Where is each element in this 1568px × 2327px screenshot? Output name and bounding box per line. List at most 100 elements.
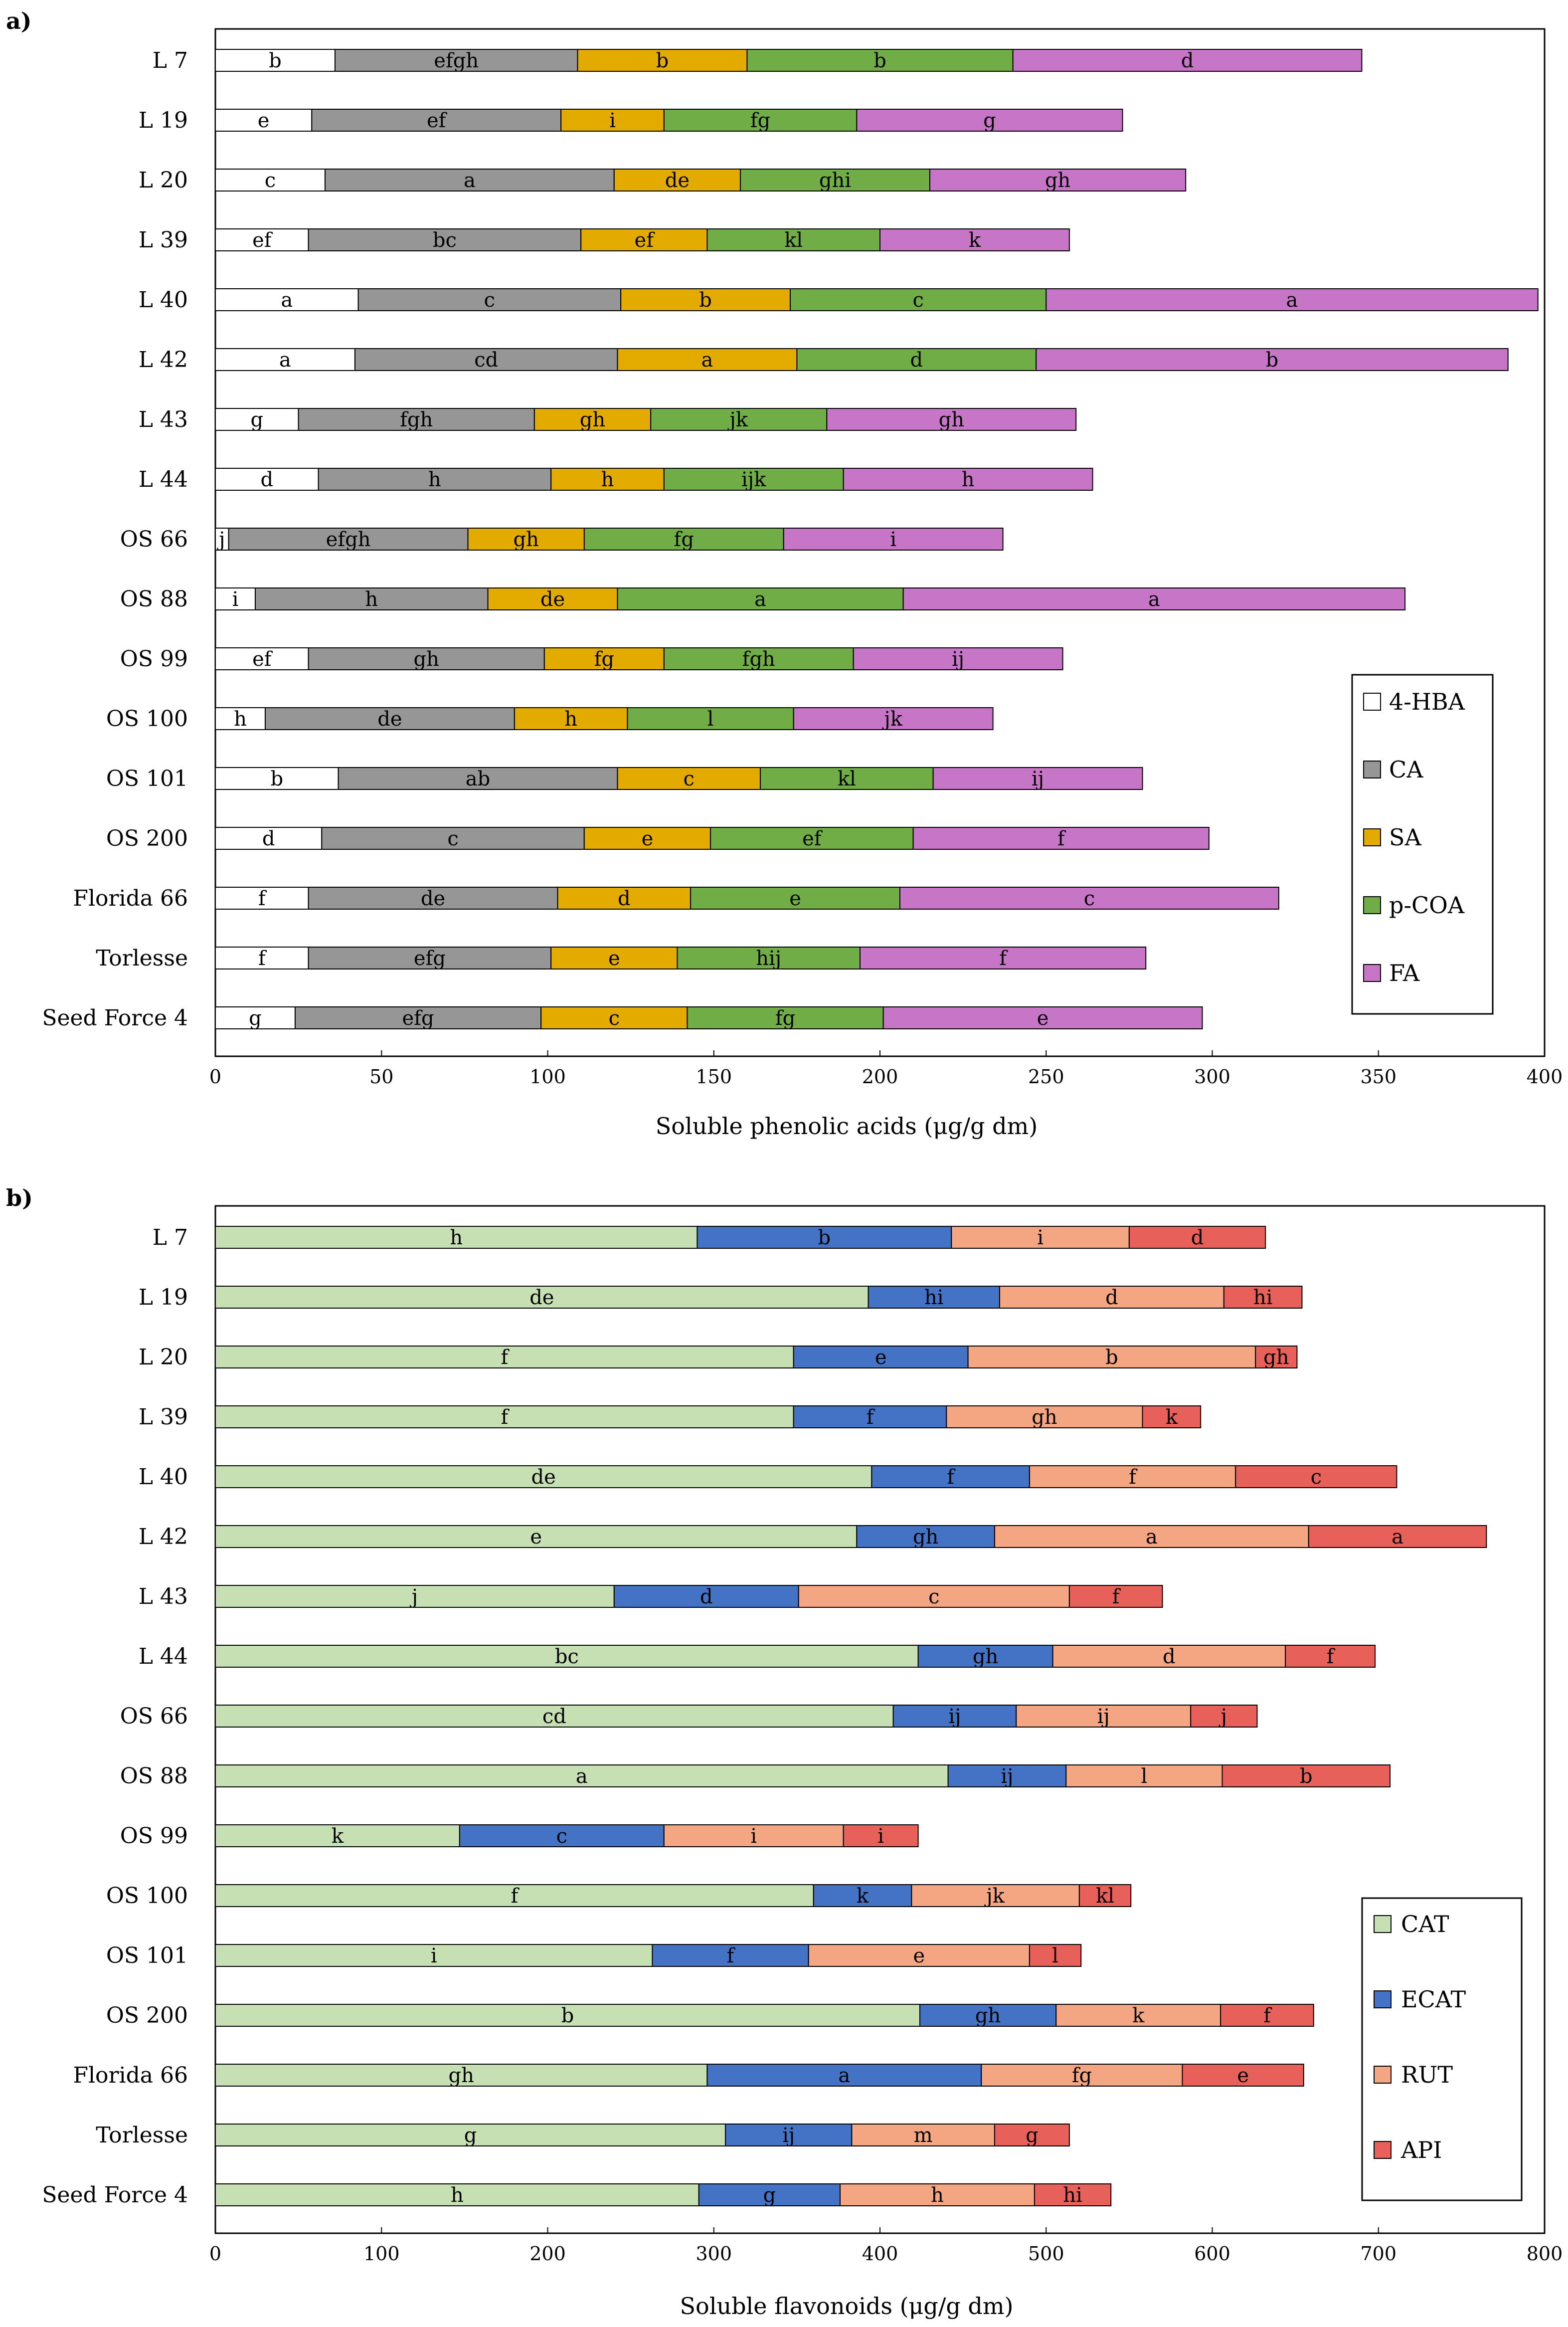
bar-letter-a-os-100-fa: jk xyxy=(882,708,902,731)
legend-swatch-b-cat xyxy=(1374,1915,1392,1933)
category-label-b-l-44: L 44 xyxy=(139,1644,188,1669)
bar-letter-a-os-66-fa: i xyxy=(890,528,896,551)
bar-b-l-40-rut xyxy=(1029,1465,1236,1488)
bar-b-l-40-api xyxy=(1235,1465,1397,1488)
bar-b-l-7-ecat xyxy=(697,1226,952,1249)
category-label-a-l-40: L 40 xyxy=(139,287,188,313)
category-label-a-seed-force-4: Seed Force 4 xyxy=(42,1005,188,1031)
bar-a-l-44-fa xyxy=(843,468,1093,491)
bar-letter-a-l-42-fa: b xyxy=(1266,349,1279,372)
bar-letter-b-torlesse-rut: m xyxy=(914,2124,933,2147)
legend-label-a-4-hba: 4-HBA xyxy=(1389,688,1465,715)
legend-label-b-rut: RUT xyxy=(1401,2061,1453,2088)
bar-letter-b-l-43-ecat: d xyxy=(700,1585,713,1608)
bar-letter-a-l-44-sa: h xyxy=(601,468,614,491)
bar-a-l-7-sa xyxy=(577,49,748,72)
bar-b-florida-66-ecat xyxy=(706,2064,982,2087)
bar-letter-a-l-19-ca: ef xyxy=(427,109,448,132)
bar-b-os-200-ecat xyxy=(919,2004,1057,2027)
bar-letter-a-l-19-4-hba: e xyxy=(258,109,270,132)
x-tick-label-b-700: 700 xyxy=(1360,2243,1396,2265)
bar-b-florida-66-api xyxy=(1182,2064,1304,2087)
x-tick-label-b-300: 300 xyxy=(696,2243,732,2265)
category-label-a-os-88: OS 88 xyxy=(120,586,188,612)
bar-a-torlesse-ca xyxy=(308,947,552,970)
bar-a-l-7-p-coa xyxy=(746,49,1014,72)
bar-a-l-19-p-coa xyxy=(663,109,858,132)
bar-letter-b-l-40-cat: de xyxy=(531,1466,556,1489)
bar-letter-b-os-100-api: kl xyxy=(1096,1885,1114,1908)
x-ticks-a: 0 50 100 150 200 250 300 350 400 xyxy=(209,1050,1563,1088)
bar-letter-b-l-39-cat: f xyxy=(501,1406,510,1429)
bar-b-os-101-api xyxy=(1029,1944,1082,1967)
bar-b-torlesse-api xyxy=(994,2124,1070,2146)
bar-a-torlesse-p-coa xyxy=(677,947,861,970)
bar-letter-a-l-44-p-coa: ijk xyxy=(741,468,766,491)
bar-letter-a-seed-force-4-sa: c xyxy=(609,1007,620,1030)
bar-a-l-7-fa xyxy=(1012,49,1363,72)
bar-letter-a-os-99-sa: fg xyxy=(594,648,614,671)
x-tick-label-a-250: 250 xyxy=(1028,1066,1064,1088)
bar-a-l-39-fa xyxy=(879,228,1070,251)
category-label-b-l-42: L 42 xyxy=(139,1524,188,1550)
bar-letter-b-florida-66-ecat: a xyxy=(838,2064,850,2087)
bar-b-os-88-cat xyxy=(215,1764,949,1787)
bar-a-os-100-sa xyxy=(514,707,628,730)
bar-letter-b-l-19-api: hi xyxy=(1253,1286,1273,1309)
bar-letter-a-os-88-sa: de xyxy=(540,588,565,611)
bar-a-l-19-ca xyxy=(311,109,562,132)
bar-letter-a-l-39-4-hba: ef xyxy=(252,229,273,252)
bar-letter-a-l-44-ca: h xyxy=(428,468,441,491)
category-label-b-torlesse: Torlesse xyxy=(96,2123,188,2148)
category-label-b-os-101: OS 101 xyxy=(106,1943,188,1968)
bar-letter-a-os-200-ca: c xyxy=(447,827,458,850)
x-tick-label-a-0: 0 xyxy=(209,1066,221,1088)
bar-letter-a-os-100-sa: h xyxy=(564,708,577,731)
bar-a-os-99-sa xyxy=(543,647,665,670)
bar-letter-a-l-20-fa: gh xyxy=(1045,169,1070,192)
category-label-a-l-7: L 7 xyxy=(153,48,188,73)
bar-letter-a-os-101-ca: ab xyxy=(466,768,490,790)
bar-letter-b-l-20-cat: f xyxy=(501,1346,510,1369)
bar-letter-a-torlesse-fa: f xyxy=(999,947,1008,970)
x-tick-label-a-200: 200 xyxy=(862,1066,898,1088)
bar-letter-a-l-43-4-hba: g xyxy=(251,408,264,431)
bar-letter-b-l-40-api: c xyxy=(1311,1466,1322,1489)
legend-swatch-b-ecat xyxy=(1374,1990,1392,2008)
bar-b-os-200-rut xyxy=(1055,2004,1221,2027)
bar-a-l-40-4-hba xyxy=(215,288,359,311)
bar-a-l-20-p-coa xyxy=(740,169,930,192)
bar-a-os-200-fa xyxy=(912,827,1210,850)
bar-letter-a-l-43-p-coa: jk xyxy=(727,408,748,431)
bar-b-os-66-ecat xyxy=(892,1705,1017,1728)
bar-b-os-101-cat xyxy=(215,1944,653,1967)
bar-letter-a-os-100-ca: de xyxy=(377,708,402,731)
bar-a-l-39-ca xyxy=(308,228,582,251)
bar-letter-a-os-100-4-hba: h xyxy=(234,708,247,731)
bar-letter-b-l-42-ecat: gh xyxy=(913,1526,938,1549)
bar-b-os-101-rut xyxy=(808,1944,1030,1967)
bar-a-os-100-4-hba xyxy=(215,707,266,730)
bar-letter-b-seed-force-4-api: hi xyxy=(1063,2184,1082,2207)
bar-letter-a-l-43-fa: gh xyxy=(939,408,964,431)
bar-letter-b-os-88-rut: l xyxy=(1141,1765,1147,1788)
bar-a-florida-66-ca xyxy=(308,887,558,910)
bar-letter-a-florida-66-sa: d xyxy=(618,887,631,910)
bar-a-florida-66-sa xyxy=(557,887,692,910)
bar-letter-b-l-20-api: gh xyxy=(1263,1346,1289,1369)
bar-b-l-19-cat xyxy=(215,1286,869,1309)
bar-a-l-43-ca xyxy=(298,408,535,431)
bar-a-florida-66-p-coa xyxy=(690,887,900,910)
bar-a-os-88-ca xyxy=(254,587,489,610)
legend-label-a-p-coa: p-COA xyxy=(1389,892,1465,919)
category-label-a-l-42: L 42 xyxy=(139,347,188,373)
bar-a-os-88-p-coa xyxy=(617,587,904,610)
bar-a-l-40-sa xyxy=(620,288,791,311)
bar-letter-a-os-66-p-coa: fg xyxy=(674,528,694,551)
category-label-b-l-7: L 7 xyxy=(153,1225,188,1250)
bar-letter-b-os-66-ecat: ij xyxy=(948,1705,961,1728)
bar-letter-b-os-200-cat: b xyxy=(561,2004,574,2027)
category-labels-a: L 7 L 19 L 20 L 39 L 40 L 42 L 43 L 44 OS 66 OS 8… xyxy=(42,48,188,1031)
legend-swatch-a-p-coa xyxy=(1363,896,1381,914)
